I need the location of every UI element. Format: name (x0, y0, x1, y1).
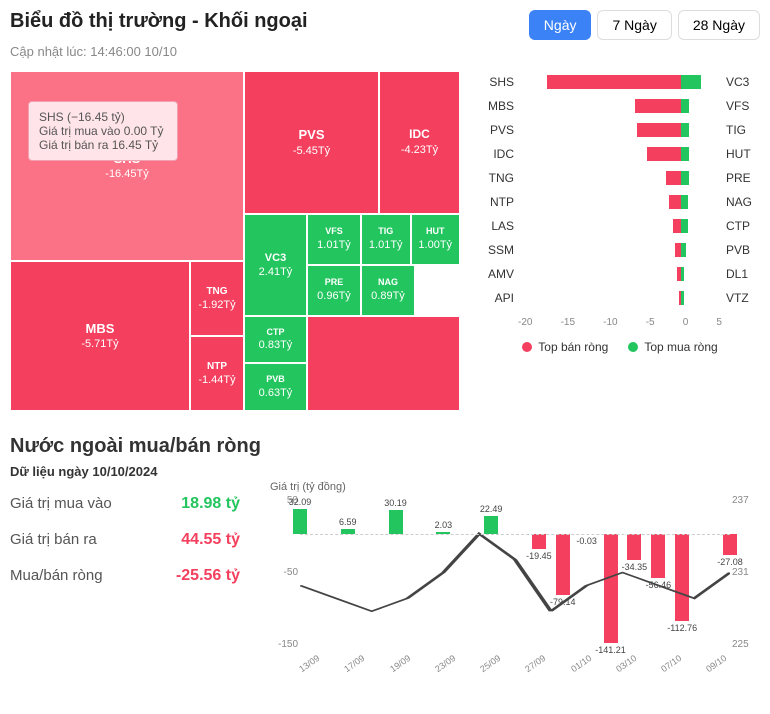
tab-28 Ngày[interactable]: 28 Ngày (678, 10, 760, 40)
section2-title: Nước ngoài mua/bán ròng (10, 435, 760, 458)
bar-axis: -20-15-10-505 (518, 317, 722, 328)
legend-buy: Top mua ròng (644, 340, 717, 354)
combo-y-label: Giá trị (tỷ đồng) (270, 481, 346, 493)
section2-subtitle: Dữ liệu ngày 10/10/2024 (10, 464, 760, 479)
stat-row: Giá trị bán ra44.55 tỷ (10, 531, 240, 549)
treemap-tooltip: SHS (−16.45 tỷ) Giá trị mua vào 0.00 Tỷ … (28, 101, 178, 161)
treemap-cell-HUT[interactable]: HUT1.00Tỷ (411, 214, 461, 265)
net-stats: Giá trị mua vào18.98 tỷ Giá trị bán ra44.… (10, 495, 240, 675)
treemap-container: SHS (−16.45 tỷ) Giá trị mua vào 0.00 Tỷ … (10, 71, 460, 411)
treemap-cell-PRE[interactable]: PRE0.96Tỷ (307, 265, 361, 316)
tab-Ngày[interactable]: Ngày (529, 10, 592, 40)
combo-line (300, 495, 730, 650)
tab-7 Ngày[interactable]: 7 Ngày (597, 10, 671, 40)
bar-row: AMVDL1 (480, 263, 760, 285)
treemap-cell-misc[interactable] (307, 316, 460, 411)
legend-sell: Top bán ròng (538, 340, 608, 354)
treemap-cell-PVS[interactable]: PVS-5.45Tỷ (244, 71, 379, 214)
tooltip-sell: Giá trị bán ra 16.45 Tỷ (39, 138, 167, 152)
bar-row: APIVTZ (480, 287, 760, 309)
treemap-cell-VFS[interactable]: VFS1.01Tỷ (307, 214, 361, 265)
treemap-cell-NTP[interactable]: NTP-1.44Tỷ (190, 336, 244, 411)
treemap-cell-IDC[interactable]: IDC-4.23Tỷ (379, 71, 460, 214)
treemap-cell-CTP[interactable]: CTP0.83Tỷ (244, 316, 307, 364)
diverging-barchart: SHSVC3MBSVFSPVSTIGIDCHUTTNGPRENTPNAGLASC… (480, 71, 760, 411)
bar-row: LASCTP (480, 215, 760, 237)
combo-x-axis: 13/0917/0919/0923/0925/0927/0901/1003/10… (300, 665, 730, 675)
bar-row: PVSTIG (480, 119, 760, 141)
treemap-cell-TNG[interactable]: TNG-1.92Tỷ (190, 261, 244, 336)
time-tabs: Ngày7 Ngày28 Ngày (529, 10, 760, 40)
treemap-cell-VC3[interactable]: VC32.41Tỷ (244, 214, 307, 316)
bar-row: SSMPVB (480, 239, 760, 261)
bar-row: MBSVFS (480, 95, 760, 117)
stat-row: Giá trị mua vào18.98 tỷ (10, 495, 240, 513)
treemap-cell-MBS[interactable]: MBS-5.71Tỷ (10, 261, 190, 411)
tooltip-buy: Giá trị mua vào 0.00 Tỷ (39, 124, 167, 138)
tooltip-title: SHS (−16.45 tỷ) (39, 110, 167, 124)
treemap-cell-TIG[interactable]: TIG1.01Tỷ (361, 214, 411, 265)
treemap-cell-SHS[interactable]: SHS-16.45Tỷ (10, 71, 244, 261)
updated-time: Cập nhật lúc: 14:46:00 10/10 (10, 44, 760, 59)
stat-row: Mua/bán ròng-25.56 tỷ (10, 567, 240, 585)
bar-legend: Top bán ròng Top mua ròng (480, 340, 760, 354)
bar-row: TNGPRE (480, 167, 760, 189)
page-title: Biểu đồ thị trường - Khối ngoại (10, 10, 308, 33)
bar-row: SHSVC3 (480, 71, 760, 93)
treemap-cell-PVB[interactable]: PVB0.63Tỷ (244, 363, 307, 411)
treemap-cell-NAG[interactable]: NAG0.89Tỷ (361, 265, 415, 316)
bar-row: NTPNAG (480, 191, 760, 213)
combo-y-right: 237231225 (732, 495, 760, 650)
bar-row: IDCHUT (480, 143, 760, 165)
combo-chart: Giá trị (tỷ đồng) 50-50-150 237231225 32… (270, 495, 760, 675)
